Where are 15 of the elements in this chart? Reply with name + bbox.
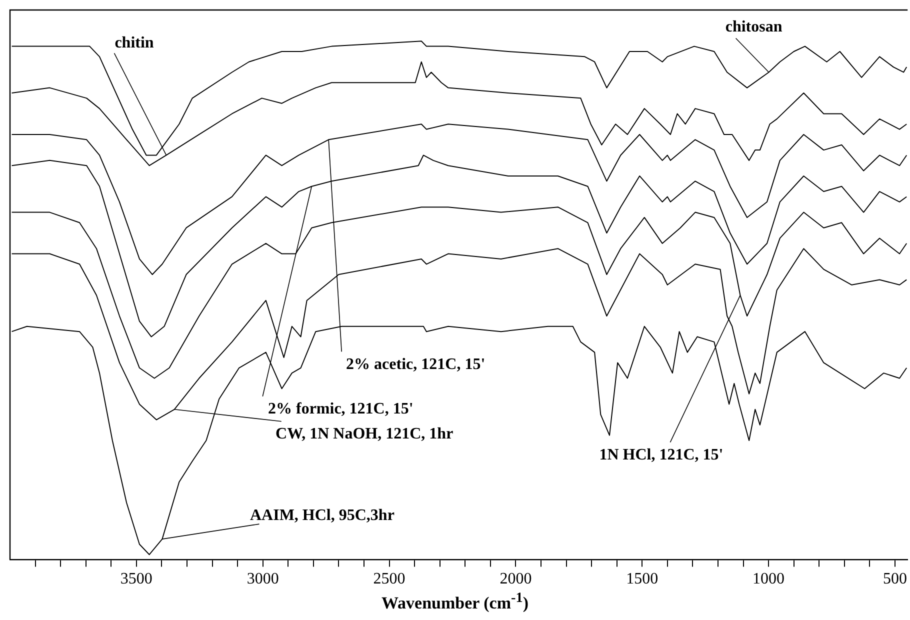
- annotation: 2% acetic, 121C, 15': [346, 356, 486, 373]
- x-tick-label: 3000: [246, 570, 279, 588]
- annotation: CW, 1N NaOH, 121C, 1hr: [276, 426, 454, 443]
- x-tick-label: 1500: [626, 570, 658, 588]
- annotation: 1N HCl, 121C, 15': [599, 446, 724, 464]
- annotation: chitin: [114, 34, 154, 52]
- x-tick-label: 1000: [752, 570, 785, 588]
- x-tick-label: 3500: [120, 570, 152, 588]
- annotation: 2% formic, 121C, 15': [268, 400, 414, 418]
- annotation: AAIM, HCl, 95C,3hr: [250, 507, 394, 524]
- x-tick-label: 2500: [373, 570, 406, 588]
- annotation: chitosan: [725, 18, 782, 36]
- x-tick-label: 2000: [500, 570, 532, 588]
- x-axis-title: Wavenumber (cm$^{-1}$): [380, 590, 530, 614]
- x-tick-label: 500: [882, 570, 907, 588]
